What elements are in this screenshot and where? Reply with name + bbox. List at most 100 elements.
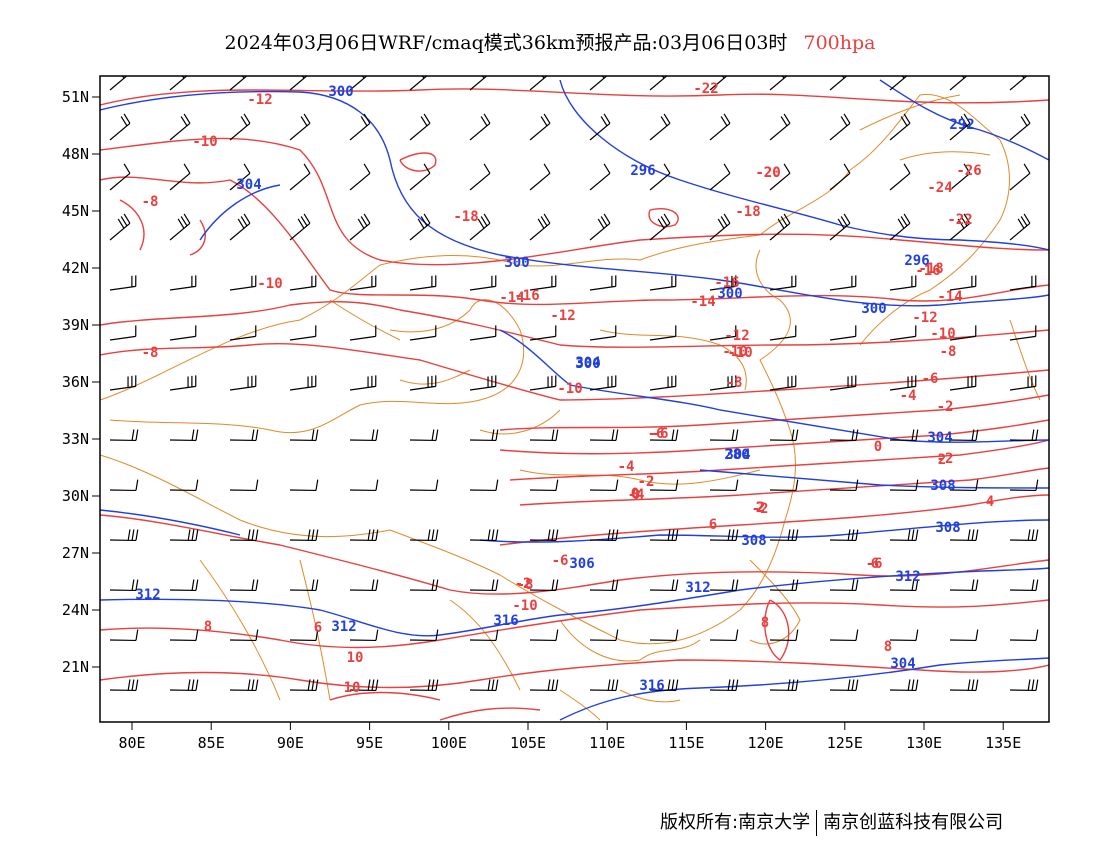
- temperature-label: -6: [648, 426, 665, 442]
- temperature-label: -12: [724, 328, 749, 344]
- temperature-label: -22: [693, 81, 718, 97]
- temperature-label: 2: [757, 500, 765, 516]
- height-label: 300: [861, 301, 886, 317]
- wind-barb: [649, 275, 677, 291]
- temperature-label: -16: [514, 288, 539, 304]
- wind-barb: [769, 275, 797, 291]
- wind-barb: [169, 113, 191, 141]
- wind-barb: [949, 163, 971, 191]
- wind-barb: [649, 325, 677, 341]
- footer-credit: 版权所有:南京大学 南京创蓝科技有限公司: [660, 808, 1003, 836]
- wind-barb: [469, 429, 499, 442]
- wind-barb: [409, 163, 431, 191]
- y-tick-label: 36N: [62, 373, 89, 391]
- temperature-label: 0: [631, 486, 639, 502]
- y-tick-label: 21N: [62, 658, 89, 676]
- wind-barb: [409, 113, 431, 141]
- wind-barb: [709, 579, 739, 592]
- wind-barb: [529, 679, 559, 692]
- wind-barb: [1009, 76, 1028, 91]
- height-label: 296: [630, 163, 655, 179]
- temperature-label: -8: [142, 194, 159, 210]
- wind-barb: [949, 213, 971, 241]
- height-label: 300: [575, 356, 600, 372]
- wind-barb: [709, 325, 737, 341]
- temperature-label: -6: [552, 553, 569, 569]
- wind-barb: [289, 76, 308, 91]
- temperature-label: -10: [557, 381, 582, 397]
- temperature-label: -26: [956, 163, 981, 179]
- wind-barb: [1009, 529, 1039, 542]
- height-label: 316: [493, 613, 518, 629]
- wind-barb: [229, 113, 251, 141]
- wind-barb: [529, 375, 557, 391]
- wind-barb: [829, 275, 857, 291]
- wind-barb: [829, 375, 857, 391]
- temperature-label: -20: [755, 165, 780, 181]
- wind-barb: [709, 679, 739, 692]
- wind-barb: [589, 629, 619, 642]
- wind-barb: [289, 163, 311, 191]
- wind-barb: [229, 163, 251, 191]
- y-tick-label: 30N: [62, 487, 89, 505]
- wind-barb: [589, 479, 619, 492]
- temperature-label: -4: [618, 459, 635, 475]
- title-level: 700hpa: [803, 32, 876, 54]
- wind-barb: [709, 529, 739, 542]
- wind-barb: [289, 113, 311, 141]
- wind-barb: [529, 275, 557, 291]
- temperature-label: -10: [192, 134, 217, 150]
- wind-barb: [1009, 629, 1039, 642]
- wind-barb: [889, 76, 908, 91]
- wind-barb: [349, 375, 377, 391]
- wind-barb: [109, 629, 139, 642]
- wind-barb: [709, 479, 739, 492]
- wind-barb: [109, 375, 137, 391]
- temperature-label: -8: [940, 344, 957, 360]
- y-tick-label: 27N: [62, 544, 89, 562]
- wind-barb: [889, 429, 919, 442]
- wind-barb: [289, 325, 317, 341]
- wind-barb: [769, 579, 799, 592]
- height-label: 312: [685, 580, 710, 596]
- temperature-label: -4: [900, 388, 917, 404]
- wind-barb: [169, 429, 199, 442]
- temperature-label: -10: [257, 276, 282, 292]
- temperature-label: -14: [690, 294, 715, 310]
- wind-barb: [889, 679, 919, 692]
- wind-barb: [889, 213, 911, 241]
- height-label: 308: [935, 520, 960, 536]
- wind-barb: [169, 679, 199, 692]
- y-tick-label: 42N: [62, 259, 89, 277]
- wind-barb: [649, 113, 671, 141]
- height-label: 304: [575, 355, 600, 371]
- wind-barb: [409, 479, 439, 492]
- x-tick-label: 125E: [827, 734, 863, 752]
- x-tick-label: 85E: [198, 734, 225, 752]
- temperature-label: -12: [247, 92, 272, 108]
- wind-barb: [109, 679, 139, 692]
- temperature-label: 8: [884, 639, 892, 655]
- wind-barb: [229, 579, 259, 592]
- wind-barb: [829, 113, 851, 141]
- temperature-label: 6: [709, 517, 717, 533]
- boundary-lines: [100, 93, 1041, 721]
- wind-barb: [649, 213, 671, 241]
- height-label: 308: [930, 478, 955, 494]
- wind-barb: [589, 163, 611, 191]
- wind-barb: [709, 163, 731, 191]
- wind-barb: [289, 213, 311, 241]
- wind-barb: [709, 629, 739, 642]
- height-label: 312: [135, 587, 160, 603]
- wind-barb: [649, 375, 677, 391]
- x-axis: 80E 85E 90E 95E 100E 105E 110E 115E 120E 125E 130E…: [118, 722, 1021, 752]
- wind-barb: [169, 76, 188, 91]
- wind-barb: [289, 429, 319, 442]
- wind-barb: [229, 529, 259, 542]
- temperature-label: -12: [912, 310, 937, 326]
- wind-barb: [109, 325, 137, 341]
- wind-barb: [1009, 679, 1039, 692]
- wind-barb: [349, 113, 371, 141]
- wind-barb: [829, 579, 859, 592]
- wind-barb: [1009, 429, 1039, 442]
